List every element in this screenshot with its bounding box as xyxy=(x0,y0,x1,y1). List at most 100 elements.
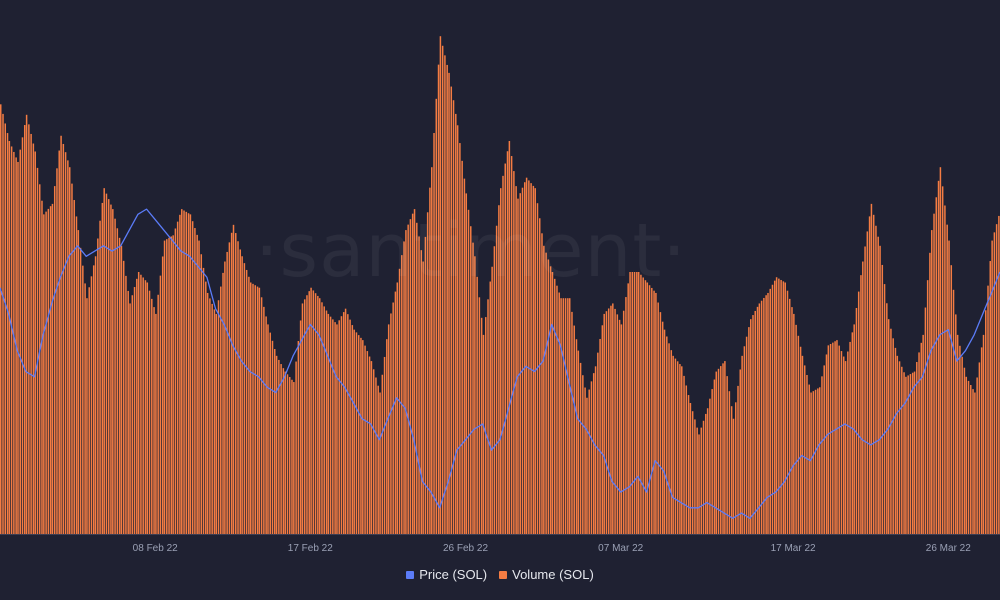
volume-bar xyxy=(752,315,754,534)
volume-bar xyxy=(851,332,854,534)
volume-bar xyxy=(618,319,621,534)
volume-bar xyxy=(94,256,97,534)
volume-bar xyxy=(148,290,151,534)
volume-bar xyxy=(239,249,242,534)
volume-bar xyxy=(825,354,828,534)
x-tick-label: 07 Mar 22 xyxy=(598,543,643,554)
volume-bar xyxy=(366,351,369,534)
volume-bar xyxy=(383,356,386,534)
volume-bar xyxy=(534,188,536,534)
volume-bar xyxy=(200,254,203,535)
volume-bar xyxy=(679,364,681,534)
volume-bar xyxy=(310,287,312,534)
volume-bar xyxy=(661,321,664,534)
volume-bar xyxy=(575,339,578,534)
price-volume-chart[interactable]: 08 Feb 22 17 Feb 22 26 Feb 22 07 Mar 22 17 M… xyxy=(0,0,1000,560)
volume-bar xyxy=(465,193,468,534)
volume-bar xyxy=(972,389,974,534)
volume-bar xyxy=(194,228,196,535)
volume-bar xyxy=(252,283,254,534)
volume-bar xyxy=(349,319,351,534)
volume-bar xyxy=(487,299,489,534)
volume-bar xyxy=(485,317,487,534)
volume-bar xyxy=(82,265,84,534)
volume-bar xyxy=(241,256,243,534)
volume-bar xyxy=(549,266,552,534)
volume-bar xyxy=(498,205,500,534)
volume-bar xyxy=(504,163,506,535)
volume-bar xyxy=(970,385,972,534)
volume-bar xyxy=(267,324,269,534)
volume-bar xyxy=(103,188,105,534)
volume-bar xyxy=(886,303,888,534)
volume-bar xyxy=(258,287,261,534)
volume-bar xyxy=(49,206,52,534)
volume-bar xyxy=(58,150,60,535)
volume-bar xyxy=(706,408,709,534)
volume-bar xyxy=(713,379,716,534)
volume-bar xyxy=(607,308,610,534)
volume-bar xyxy=(756,306,759,534)
volume-bar xyxy=(724,361,726,534)
volume-bar xyxy=(6,133,9,535)
volume-bar xyxy=(702,420,705,534)
volume-bar xyxy=(217,300,220,534)
volume-bar xyxy=(228,242,231,534)
volume-bar xyxy=(510,156,513,535)
volume-bar xyxy=(840,351,843,534)
volume-bar xyxy=(452,100,455,534)
volume-bar xyxy=(832,342,834,534)
volume-bar xyxy=(127,290,129,534)
volume-bar xyxy=(372,369,375,534)
volume-bar xyxy=(941,186,944,534)
volume-bar xyxy=(245,269,248,534)
volume-bar xyxy=(235,233,237,535)
volume-bar xyxy=(424,236,427,534)
volume-bar xyxy=(913,371,916,534)
volume-bar xyxy=(547,259,550,534)
volume-bar xyxy=(379,392,381,534)
volume-bar xyxy=(612,303,614,534)
volume-bar xyxy=(629,272,631,534)
volume-bar xyxy=(401,255,403,534)
volume-bar xyxy=(450,86,453,534)
volume-bar xyxy=(92,265,95,534)
volume-bar xyxy=(801,355,804,534)
volume-bar xyxy=(590,381,593,534)
legend-item-price[interactable]: Price (SOL) xyxy=(406,567,487,582)
volume-bar xyxy=(338,320,340,534)
volume-bar xyxy=(189,214,192,535)
volume-bar xyxy=(463,178,466,534)
volume-bar xyxy=(88,287,90,534)
volume-bar xyxy=(62,143,65,534)
volume-bar xyxy=(295,361,297,534)
volume-bar xyxy=(308,291,310,534)
volume-bar xyxy=(41,200,43,534)
volume-bar xyxy=(28,124,30,535)
volume-bar xyxy=(426,212,429,534)
volume-bar xyxy=(271,340,274,534)
volume-bar xyxy=(935,197,938,534)
volume-bar xyxy=(101,202,104,534)
volume-bar xyxy=(933,213,935,535)
legend-item-volume[interactable]: Volume (SOL) xyxy=(499,567,594,582)
volume-bar xyxy=(982,334,985,534)
volume-bar xyxy=(144,280,147,534)
volume-bar xyxy=(955,314,957,534)
volume-bar xyxy=(237,241,239,534)
volume-bar xyxy=(592,373,595,534)
volume-bar xyxy=(562,298,565,534)
volume-bar xyxy=(689,403,692,534)
volume-bar xyxy=(13,151,15,534)
volume-bar xyxy=(226,251,228,534)
volume-bar xyxy=(558,292,560,534)
volume-bar xyxy=(666,336,668,534)
volume-bar xyxy=(77,230,80,534)
volume-bar xyxy=(34,151,36,535)
volume-bar xyxy=(601,325,604,534)
volume-bar xyxy=(67,160,69,534)
volume-bar xyxy=(230,232,233,535)
volume-bar xyxy=(797,335,800,534)
volume-bar xyxy=(530,183,532,534)
volume-bar xyxy=(715,371,718,534)
